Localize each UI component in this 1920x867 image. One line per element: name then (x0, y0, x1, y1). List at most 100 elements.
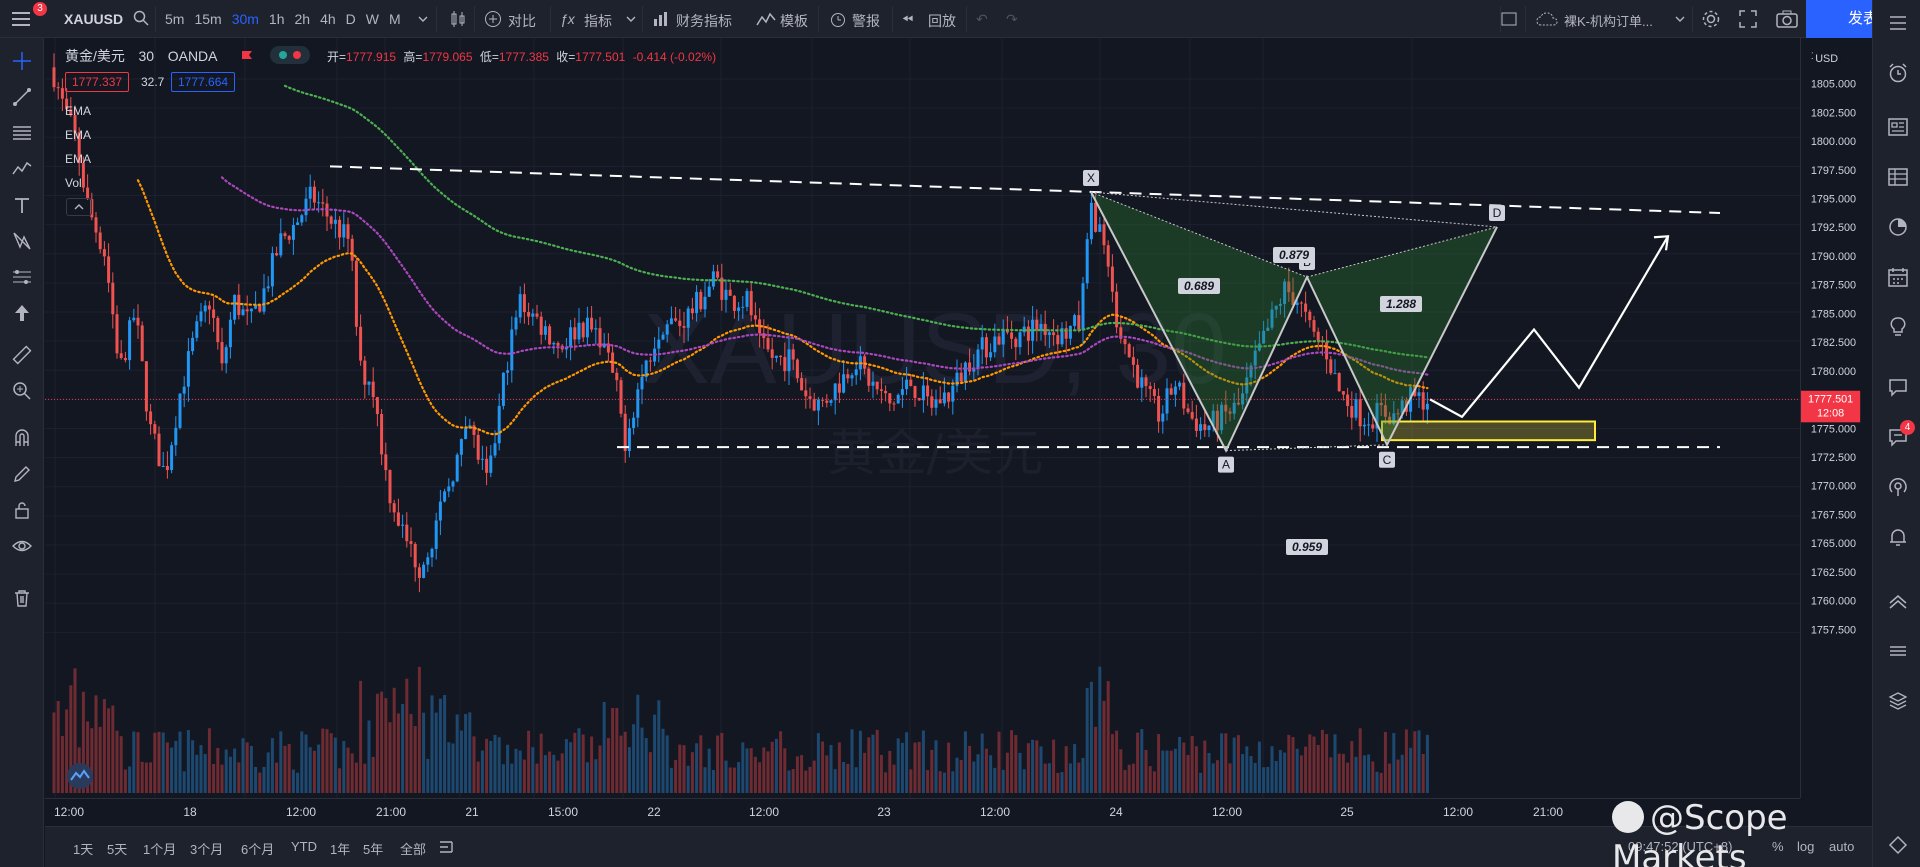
interval-30m[interactable]: 30m (231, 11, 259, 27)
indicator-ema-2[interactable]: EMA (65, 128, 92, 142)
range-1m[interactable]: 1个月 (143, 842, 177, 857)
calendar-icon[interactable] (1887, 266, 1909, 288)
magnet-icon[interactable] (12, 428, 32, 448)
range-1y[interactable]: 1年 (330, 842, 351, 857)
compare-button[interactable]: 对比 (508, 13, 536, 29)
volume-bar (623, 731, 627, 793)
menu-icon[interactable] (8, 6, 34, 32)
date-range-icon[interactable] (437, 837, 457, 857)
replay-button[interactable]: 回放 (928, 13, 956, 29)
time-axis[interactable]: 12:00 18 12:00 21:00 21 15:00 22 12:00 23 12:00 24… (45, 798, 1800, 826)
range-5y[interactable]: 5年 (363, 842, 384, 857)
lock-icon[interactable] (12, 500, 32, 520)
forecast-icon[interactable] (12, 267, 32, 287)
candle-body (375, 397, 379, 415)
range-5d[interactable]: 5天 (107, 842, 128, 857)
sell-price-button[interactable]: 1777.337 (65, 72, 130, 92)
news-icon[interactable] (1887, 116, 1909, 138)
chevron-down-icon[interactable] (418, 14, 428, 24)
interval-5m[interactable]: 5m (165, 11, 185, 27)
auto-scale-toggle[interactable]: auto (1829, 839, 1855, 854)
alarm-clock-icon[interactable] (1887, 62, 1909, 84)
crosshair-icon[interactable] (12, 51, 32, 71)
broadcast-icon[interactable] (1887, 476, 1909, 498)
fullscreen-layout-icon[interactable] (1500, 10, 1518, 28)
range-6m[interactable]: 6个月 (241, 842, 275, 857)
candle-body (396, 512, 400, 526)
chevron-down-icon[interactable] (626, 14, 636, 24)
range-1d[interactable]: 1天 (73, 842, 94, 857)
interval-1h[interactable]: 1h (268, 11, 285, 27)
candle-body (770, 349, 774, 358)
bell-icon[interactable] (1887, 526, 1909, 548)
watchlist-icon[interactable] (1887, 12, 1909, 34)
layout-name[interactable]: 裸K-机构订单... (1564, 14, 1653, 29)
gear-icon[interactable] (1700, 8, 1722, 30)
legend-symbol-name[interactable]: 黄金/美元 (65, 48, 125, 64)
arrow-up-icon[interactable] (12, 303, 32, 323)
percent-scale-toggle[interactable]: % (1772, 839, 1784, 854)
indicator-ema-3[interactable]: EMA (65, 152, 92, 166)
data-window-icon[interactable] (1887, 166, 1909, 188)
horizontal-lines-icon[interactable] (12, 123, 32, 143)
volume-bar (854, 767, 858, 793)
candle-body (686, 308, 690, 328)
alert-button[interactable]: 警报 (852, 13, 880, 29)
ruler-icon[interactable] (12, 345, 32, 365)
candle-body (1152, 389, 1156, 396)
indicator-ema-1[interactable]: EMA (65, 104, 92, 118)
interval-4h[interactable]: 4h (320, 11, 336, 27)
market-status-pill[interactable] (270, 46, 310, 64)
indicator-volume[interactable]: Vol (65, 176, 82, 190)
plus-circle-icon[interactable] (484, 10, 502, 28)
xabcd-pattern-icon[interactable] (12, 231, 32, 251)
redo-icon[interactable]: ↷ (1006, 11, 1018, 27)
price-chart[interactable]: XAUUSD, 30 黄金/美元 XABCD0.6890.8791.2880.9… (45, 38, 1800, 798)
trend-line-icon[interactable] (12, 87, 32, 107)
candle-body (1375, 402, 1379, 429)
symbol-search-button[interactable]: XAUUSD (64, 11, 124, 27)
zoom-in-icon[interactable] (12, 381, 32, 401)
chevron-down-icon[interactable] (1675, 14, 1685, 24)
layers-icon[interactable] (1887, 640, 1909, 662)
candles-icon[interactable] (448, 9, 468, 29)
range-3m[interactable]: 3个月 (190, 842, 224, 857)
pencil-lock-icon[interactable] (12, 464, 32, 484)
interval-w[interactable]: W (365, 11, 379, 27)
interval-2h[interactable]: 2h (294, 11, 311, 27)
collapse-legend-button[interactable] (66, 198, 92, 216)
log-scale-toggle[interactable]: log (1797, 839, 1815, 854)
range-all[interactable]: 全部 (400, 842, 427, 857)
eye-icon[interactable] (12, 536, 32, 556)
interval-d[interactable]: D (345, 11, 356, 27)
fullscreen-icon[interactable] (1738, 9, 1758, 29)
flag-icon[interactable] (240, 49, 254, 63)
trash-icon[interactable] (12, 588, 32, 608)
object-tree-icon[interactable] (1887, 834, 1909, 856)
interval-m[interactable]: M (389, 11, 401, 27)
hotlist-icon[interactable] (1887, 216, 1909, 238)
svg-text:0.959: 0.959 (1292, 540, 1322, 554)
lightbulb-icon[interactable] (1887, 316, 1909, 338)
clock[interactable]: 09:47:52 (UTC+8) (1628, 839, 1733, 854)
chat-icon[interactable] (1887, 376, 1909, 398)
interval-15m[interactable]: 15m (194, 11, 222, 27)
camera-icon[interactable] (1776, 9, 1798, 29)
pattern-icon[interactable] (12, 159, 32, 179)
range-ytd[interactable]: YTD (291, 839, 317, 854)
financials-button[interactable]: 财务指标 (676, 13, 732, 29)
candle-body (434, 520, 438, 549)
text-icon[interactable] (12, 195, 32, 215)
candle-body (900, 389, 904, 395)
expand-panel-icon[interactable] (1887, 590, 1909, 612)
stack-icon[interactable] (1887, 690, 1909, 712)
search-icon[interactable] (132, 9, 150, 27)
indicators-button[interactable]: 指标 (584, 13, 612, 29)
undo-icon[interactable]: ↶ (976, 11, 988, 27)
buy-price-button[interactable]: 1777.664 (171, 72, 236, 92)
templates-button[interactable]: 模板 (780, 13, 808, 29)
broker-logo-icon[interactable] (66, 762, 94, 790)
price-axis[interactable]: 1805.000 1802.500 1800.000 1797.500 1795.000… (1800, 38, 1872, 798)
volume-bar (191, 740, 195, 793)
volume-bar (552, 754, 556, 793)
